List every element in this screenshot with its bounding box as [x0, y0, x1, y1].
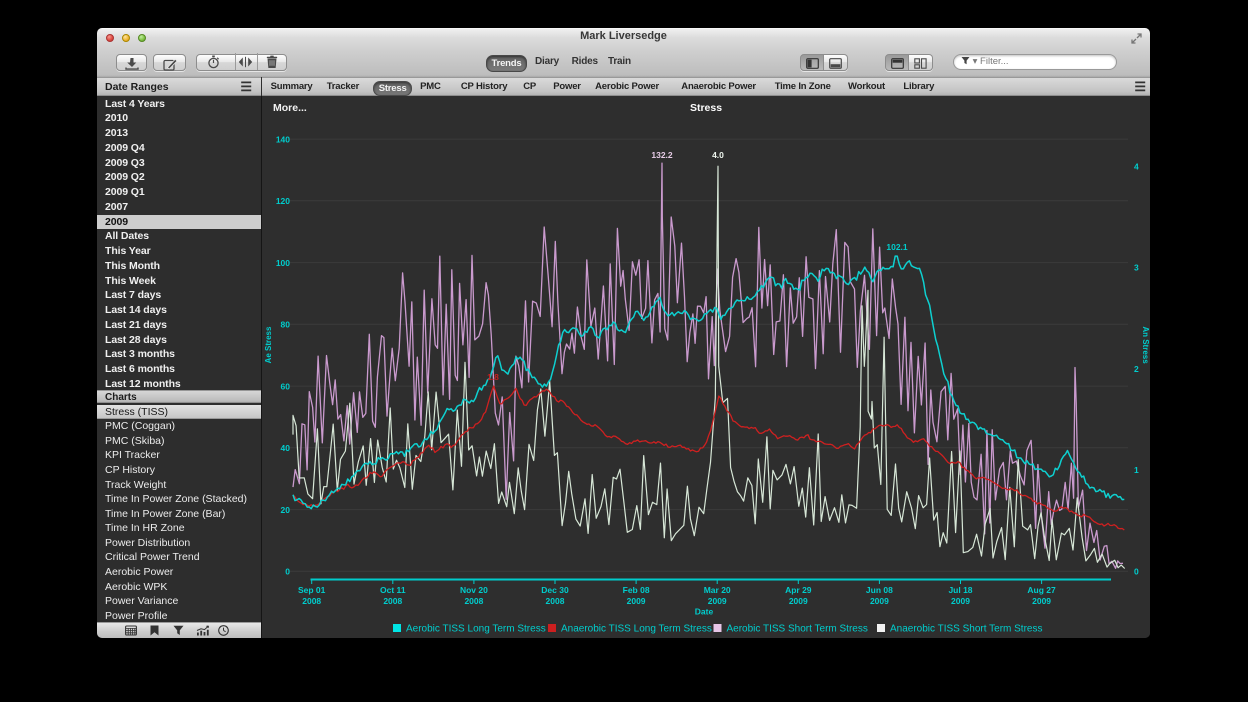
svg-text:2008: 2008: [546, 596, 565, 606]
svg-text:Aerobic TISS Long Term Stress: Aerobic TISS Long Term Stress: [406, 623, 546, 634]
svg-text:3: 3: [1134, 263, 1139, 273]
svg-text:4.0: 4.0: [712, 150, 724, 160]
svg-text:Anaerobic TISS Long Term Stres: Anaerobic TISS Long Term Stress: [561, 623, 712, 634]
svg-text:2008: 2008: [383, 596, 402, 606]
svg-text:Date: Date: [695, 607, 714, 617]
svg-text:Mar 20: Mar 20: [704, 585, 731, 595]
svg-text:An Stress: An Stress: [1141, 326, 1150, 364]
svg-text:Aug 27: Aug 27: [1027, 585, 1056, 595]
svg-text:40: 40: [281, 443, 291, 453]
svg-text:2009: 2009: [951, 596, 970, 606]
svg-text:2009: 2009: [1032, 596, 1051, 606]
svg-text:Dec 30: Dec 30: [541, 585, 569, 595]
svg-text:0: 0: [285, 567, 290, 577]
svg-text:Aerobic TISS Short Term Stress: Aerobic TISS Short Term Stress: [727, 623, 868, 634]
svg-text:1: 1: [1134, 465, 1139, 475]
svg-text:102.1: 102.1: [886, 242, 908, 252]
svg-text:2009: 2009: [789, 596, 808, 606]
svg-text:140: 140: [276, 134, 290, 144]
svg-text:2008: 2008: [302, 596, 321, 606]
svg-text:2009: 2009: [627, 596, 646, 606]
svg-text:Jul 18: Jul 18: [948, 585, 972, 595]
svg-text:20: 20: [281, 505, 291, 515]
svg-text:120: 120: [276, 196, 290, 206]
svg-text:100: 100: [276, 258, 290, 268]
svg-text:2: 2: [1134, 364, 1139, 374]
svg-text:1.8: 1.8: [487, 372, 499, 382]
svg-text:Apr 29: Apr 29: [785, 585, 812, 595]
svg-text:60: 60: [281, 381, 291, 391]
svg-text:2009: 2009: [870, 596, 889, 606]
svg-text:Oct 11: Oct 11: [380, 585, 406, 595]
svg-text:More...: More...: [273, 102, 307, 114]
svg-text:4: 4: [1134, 161, 1139, 171]
svg-text:Stress: Stress: [690, 102, 722, 114]
svg-text:Nov 20: Nov 20: [460, 585, 488, 595]
svg-text:2009: 2009: [708, 596, 727, 606]
svg-text:132.2: 132.2: [651, 150, 673, 160]
svg-text:Feb 08: Feb 08: [623, 585, 650, 595]
svg-text:0: 0: [1134, 567, 1139, 577]
svg-text:Anaerobic TISS Short Term Stre: Anaerobic TISS Short Term Stress: [890, 623, 1042, 634]
svg-text:Jun 08: Jun 08: [866, 585, 893, 595]
svg-text:Ae Stress: Ae Stress: [264, 326, 273, 363]
svg-text:2008: 2008: [464, 596, 483, 606]
svg-text:Sep 01: Sep 01: [298, 585, 326, 595]
svg-text:80: 80: [281, 320, 291, 330]
